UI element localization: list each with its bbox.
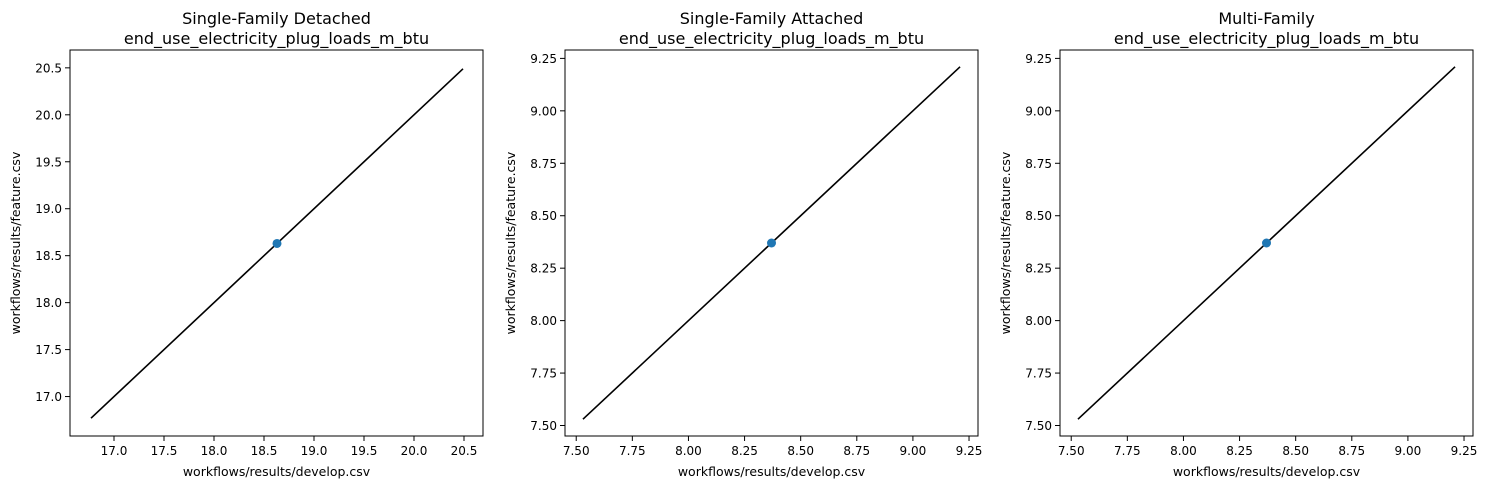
x-tick-label: 8.75 xyxy=(1338,444,1365,458)
x-axis-label: workflows/results/develop.csv xyxy=(1173,464,1361,479)
y-axis-label: workflows/results/feature.csv xyxy=(8,151,23,334)
y-tick-label: 7.50 xyxy=(1025,419,1052,433)
x-tick-label: 7.75 xyxy=(619,444,646,458)
chart-subtitle: end_use_electricity_plug_loads_m_btu xyxy=(619,29,924,49)
y-tick-label: 7.75 xyxy=(530,367,557,381)
y-tick-label: 20.0 xyxy=(35,108,62,122)
y-tick-label: 18.0 xyxy=(35,296,62,310)
y-tick-label: 8.00 xyxy=(1025,314,1052,328)
y-tick-label: 19.0 xyxy=(35,202,62,216)
x-tick-label: 8.25 xyxy=(731,444,758,458)
axes-frame xyxy=(1059,49,1474,437)
x-tick-label: 8.50 xyxy=(1282,444,1309,458)
x-tick-label: 8.50 xyxy=(787,444,814,458)
chart-panel-3: Multi-Familyend_use_electricity_plug_loa… xyxy=(998,9,1477,479)
y-tick-label: 17.0 xyxy=(35,390,62,404)
x-tick-label: 9.25 xyxy=(956,444,983,458)
y-tick-label: 8.25 xyxy=(1025,262,1052,276)
x-tick-label: 7.50 xyxy=(1058,444,1085,458)
chart-title: Multi-Family xyxy=(1218,9,1314,28)
data-point xyxy=(1262,238,1271,248)
x-tick-label: 9.25 xyxy=(1451,444,1478,458)
x-tick-label: 8.00 xyxy=(675,444,702,458)
y-tick-label: 9.25 xyxy=(1025,52,1052,66)
y-tick-label: 9.25 xyxy=(530,52,557,66)
x-tick-label: 19.5 xyxy=(351,444,378,458)
axes-frame xyxy=(564,49,979,437)
y-tick-label: 8.75 xyxy=(1025,157,1052,171)
chart-subtitle: end_use_electricity_plug_loads_m_btu xyxy=(124,29,429,49)
chart-subtitle: end_use_electricity_plug_loads_m_btu xyxy=(1114,29,1419,49)
x-tick-label: 9.00 xyxy=(900,444,927,458)
x-axis-label: workflows/results/develop.csv xyxy=(183,464,371,479)
x-tick-label: 18.0 xyxy=(201,444,228,458)
x-tick-label: 7.50 xyxy=(563,444,590,458)
x-tick-label: 8.00 xyxy=(1170,444,1197,458)
chart-title: Single-Family Attached xyxy=(680,9,863,28)
y-tick-label: 9.00 xyxy=(530,104,557,118)
x-tick-label: 9.00 xyxy=(1395,444,1422,458)
x-tick-label: 20.0 xyxy=(401,444,428,458)
y-tick-label: 8.00 xyxy=(530,314,557,328)
chart-title: Single-Family Detached xyxy=(182,9,371,28)
axes-frame xyxy=(69,49,484,437)
y-tick-label: 9.00 xyxy=(1025,104,1052,118)
y-tick-label: 20.5 xyxy=(35,61,62,75)
y-axis-label: workflows/results/feature.csv xyxy=(503,151,518,334)
chart-panel-1: Single-Family Detachedend_use_electricit… xyxy=(8,9,484,479)
y-tick-label: 8.75 xyxy=(530,157,557,171)
x-tick-label: 17.5 xyxy=(151,444,178,458)
y-tick-label: 7.75 xyxy=(1025,367,1052,381)
x-tick-label: 19.0 xyxy=(301,444,328,458)
x-tick-label: 18.5 xyxy=(251,444,278,458)
x-tick-label: 20.5 xyxy=(451,444,478,458)
x-tick-label: 8.75 xyxy=(843,444,870,458)
data-point xyxy=(767,238,776,248)
x-tick-label: 7.75 xyxy=(1114,444,1141,458)
y-tick-label: 8.50 xyxy=(530,209,557,223)
chart-panel-2: Single-Family Attachedend_use_electricit… xyxy=(503,9,982,479)
y-axis-label: workflows/results/feature.csv xyxy=(998,151,1013,334)
data-point xyxy=(272,238,282,248)
x-tick-label: 17.0 xyxy=(101,444,128,458)
y-tick-label: 8.25 xyxy=(530,262,557,276)
y-tick-label: 18.5 xyxy=(35,249,62,263)
y-tick-label: 8.50 xyxy=(1025,209,1052,223)
y-tick-label: 17.5 xyxy=(35,343,62,357)
y-tick-label: 7.50 xyxy=(530,419,557,433)
x-axis-label: workflows/results/develop.csv xyxy=(678,464,866,479)
x-tick-label: 8.25 xyxy=(1226,444,1253,458)
y-tick-label: 19.5 xyxy=(35,155,62,169)
